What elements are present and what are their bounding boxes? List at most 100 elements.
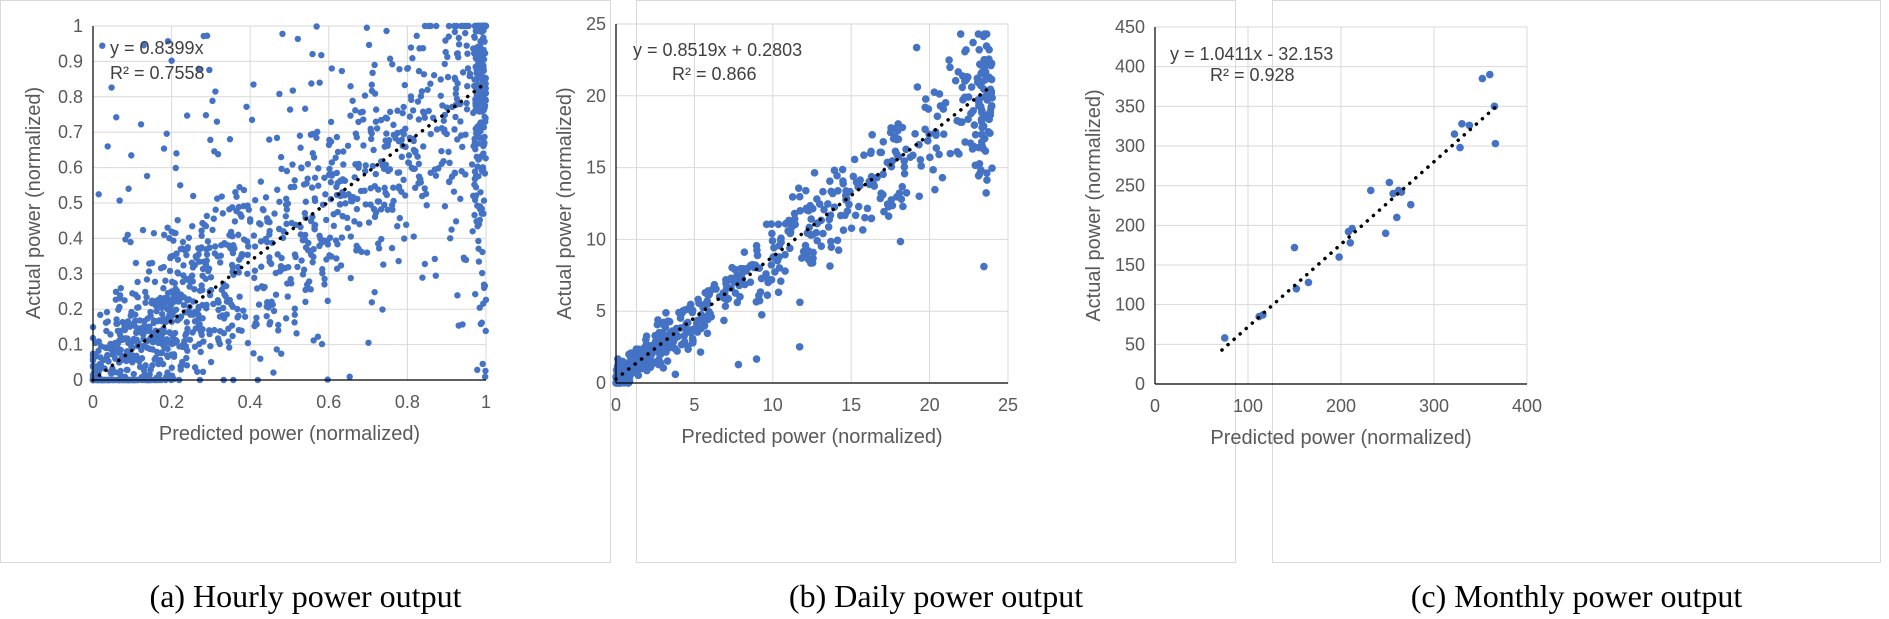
data-point [977, 108, 986, 117]
data-point [441, 60, 448, 68]
data-point [933, 112, 942, 121]
data-point [740, 248, 749, 257]
data-point [427, 80, 434, 87]
data-point [466, 72, 473, 80]
data-point [311, 195, 319, 202]
chart-frame-hourly [0, 0, 611, 563]
y-tick-label: 0 [596, 373, 606, 393]
data-point [410, 146, 418, 154]
data-point [241, 313, 249, 320]
data-point [757, 311, 766, 319]
data-point [462, 131, 469, 138]
data-point [294, 263, 301, 271]
data-point [202, 222, 210, 230]
data-point [746, 278, 755, 286]
data-point [898, 182, 907, 191]
data-point [388, 244, 396, 252]
data-point [244, 251, 251, 259]
data-point [724, 294, 733, 303]
data-point [451, 170, 459, 177]
data-point [459, 69, 467, 76]
data-point [349, 193, 357, 201]
data-point [321, 275, 328, 283]
data-point [273, 134, 281, 142]
y-axis-label: Actual power (normalized) [554, 87, 576, 319]
x-tick-label: 25 [998, 395, 1018, 415]
data-point [110, 350, 117, 357]
data-point [868, 131, 876, 139]
data-point [125, 351, 132, 358]
data-point [984, 128, 993, 136]
data-point [785, 216, 793, 225]
data-point [926, 153, 934, 162]
data-point [437, 76, 444, 83]
data-point [946, 63, 954, 72]
data-point [374, 198, 382, 205]
data-point [801, 241, 810, 250]
data-point [826, 177, 834, 185]
data-point [174, 269, 181, 276]
data-point [463, 106, 471, 113]
data-point [902, 145, 910, 154]
scatter-chart-monthly: 0 100 200 300 400 0 50 100 150 200 250 300 350 400 450… [1083, 17, 1542, 449]
data-point [209, 226, 216, 234]
data-point [401, 235, 408, 242]
data-point [452, 90, 460, 98]
data-point [229, 332, 236, 340]
data-point [395, 183, 403, 190]
x-axis-label: Predicted power (normalized) [681, 426, 942, 448]
data-point [899, 202, 907, 211]
data-point [284, 200, 292, 207]
data-point [270, 307, 278, 315]
data-point [128, 152, 135, 159]
data-point [481, 133, 488, 141]
data-point [362, 162, 369, 169]
data-point [367, 201, 374, 208]
data-point [293, 330, 300, 337]
data-point [381, 184, 388, 192]
data-point [394, 107, 401, 114]
data-point [424, 86, 431, 93]
caption-daily: (b) Daily power output [788, 578, 1084, 614]
r-squared-label: R² = 0.928 [1210, 65, 1295, 85]
scatter-chart-daily: 0 5 10 15 20 25 0 5 10 15 20 25 Predicted power (nor… [554, 14, 1018, 448]
data-point [95, 191, 102, 198]
data-point [365, 219, 373, 226]
data-point [219, 304, 227, 312]
data-point [211, 326, 218, 334]
data-point [353, 205, 361, 213]
data-point [722, 284, 731, 293]
data-point [233, 207, 240, 215]
data-point [383, 115, 391, 122]
data-point [199, 272, 206, 279]
data-point [141, 317, 148, 325]
y-tick-label: 0.3 [58, 264, 83, 284]
data-point [113, 114, 120, 121]
data-point [153, 307, 160, 315]
data-point [794, 184, 803, 193]
data-point [180, 301, 188, 309]
data-point [193, 309, 200, 316]
data-point [270, 369, 277, 376]
data-point [257, 221, 264, 228]
data-point [418, 88, 426, 95]
data-point [433, 126, 441, 133]
data-point [458, 22, 465, 30]
data-point [697, 324, 705, 333]
data-point [357, 109, 364, 116]
data-point [160, 231, 168, 239]
data-point [684, 342, 692, 351]
data-point [228, 301, 235, 308]
data-point [1450, 130, 1459, 138]
y-tick-label: 5 [596, 301, 606, 321]
data-point [441, 203, 449, 210]
data-point [480, 142, 487, 150]
caption-monthly: (c) Monthly power output [1410, 578, 1743, 614]
data-point [452, 218, 460, 225]
data-point [191, 261, 199, 269]
data-point [480, 65, 487, 72]
data-point [212, 243, 219, 250]
data-point [703, 329, 712, 338]
data-point [900, 157, 909, 165]
data-point [474, 366, 481, 374]
